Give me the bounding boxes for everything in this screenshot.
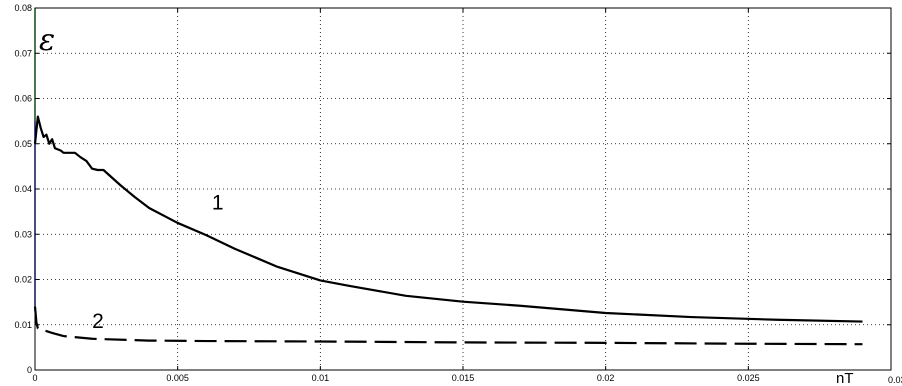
y-axis-ticks: 0 0.01 0.02 0.03 0.04 0.05 0.06 0.07 0.08 xyxy=(14,3,891,375)
x-axis-label: nT xyxy=(836,370,854,386)
grid-lines xyxy=(35,8,891,370)
y-tick-label: 0.06 xyxy=(14,94,32,104)
series-line-1 xyxy=(33,115,863,323)
x-tick-label: 0.005 xyxy=(166,373,189,383)
series-line-2 xyxy=(33,306,863,346)
y-axis-label: ε xyxy=(39,23,55,58)
x-tick-label: 0.025 xyxy=(737,373,760,383)
x-tick-label: 0.01 xyxy=(312,373,330,383)
y-tick-label: 0.07 xyxy=(14,48,32,58)
x-tick-label: 0.03 xyxy=(888,375,902,385)
y-tick-label: 0.08 xyxy=(14,3,32,13)
series-group xyxy=(33,115,863,346)
y-tick-label: 0.03 xyxy=(14,229,32,239)
y-tick-label: 0.01 xyxy=(14,320,32,330)
y-tick-label: 0 xyxy=(27,365,32,375)
x-tick-label: 0.015 xyxy=(452,373,475,383)
x-tick-label: 0.02 xyxy=(597,373,615,383)
y-tick-label: 0.02 xyxy=(14,275,32,285)
y-tick-label: 0.05 xyxy=(14,139,32,149)
x-axis-ticks: 0 0.005 0.01 0.015 0.02 0.025 0.03 xyxy=(32,8,902,385)
curve-label-1: 1 xyxy=(212,191,224,214)
curve-label-2: 2 xyxy=(92,310,104,333)
curve-annotations: 12 xyxy=(92,191,224,333)
x-tick-label: 0 xyxy=(32,373,37,383)
y-tick-label: 0.04 xyxy=(14,184,32,194)
